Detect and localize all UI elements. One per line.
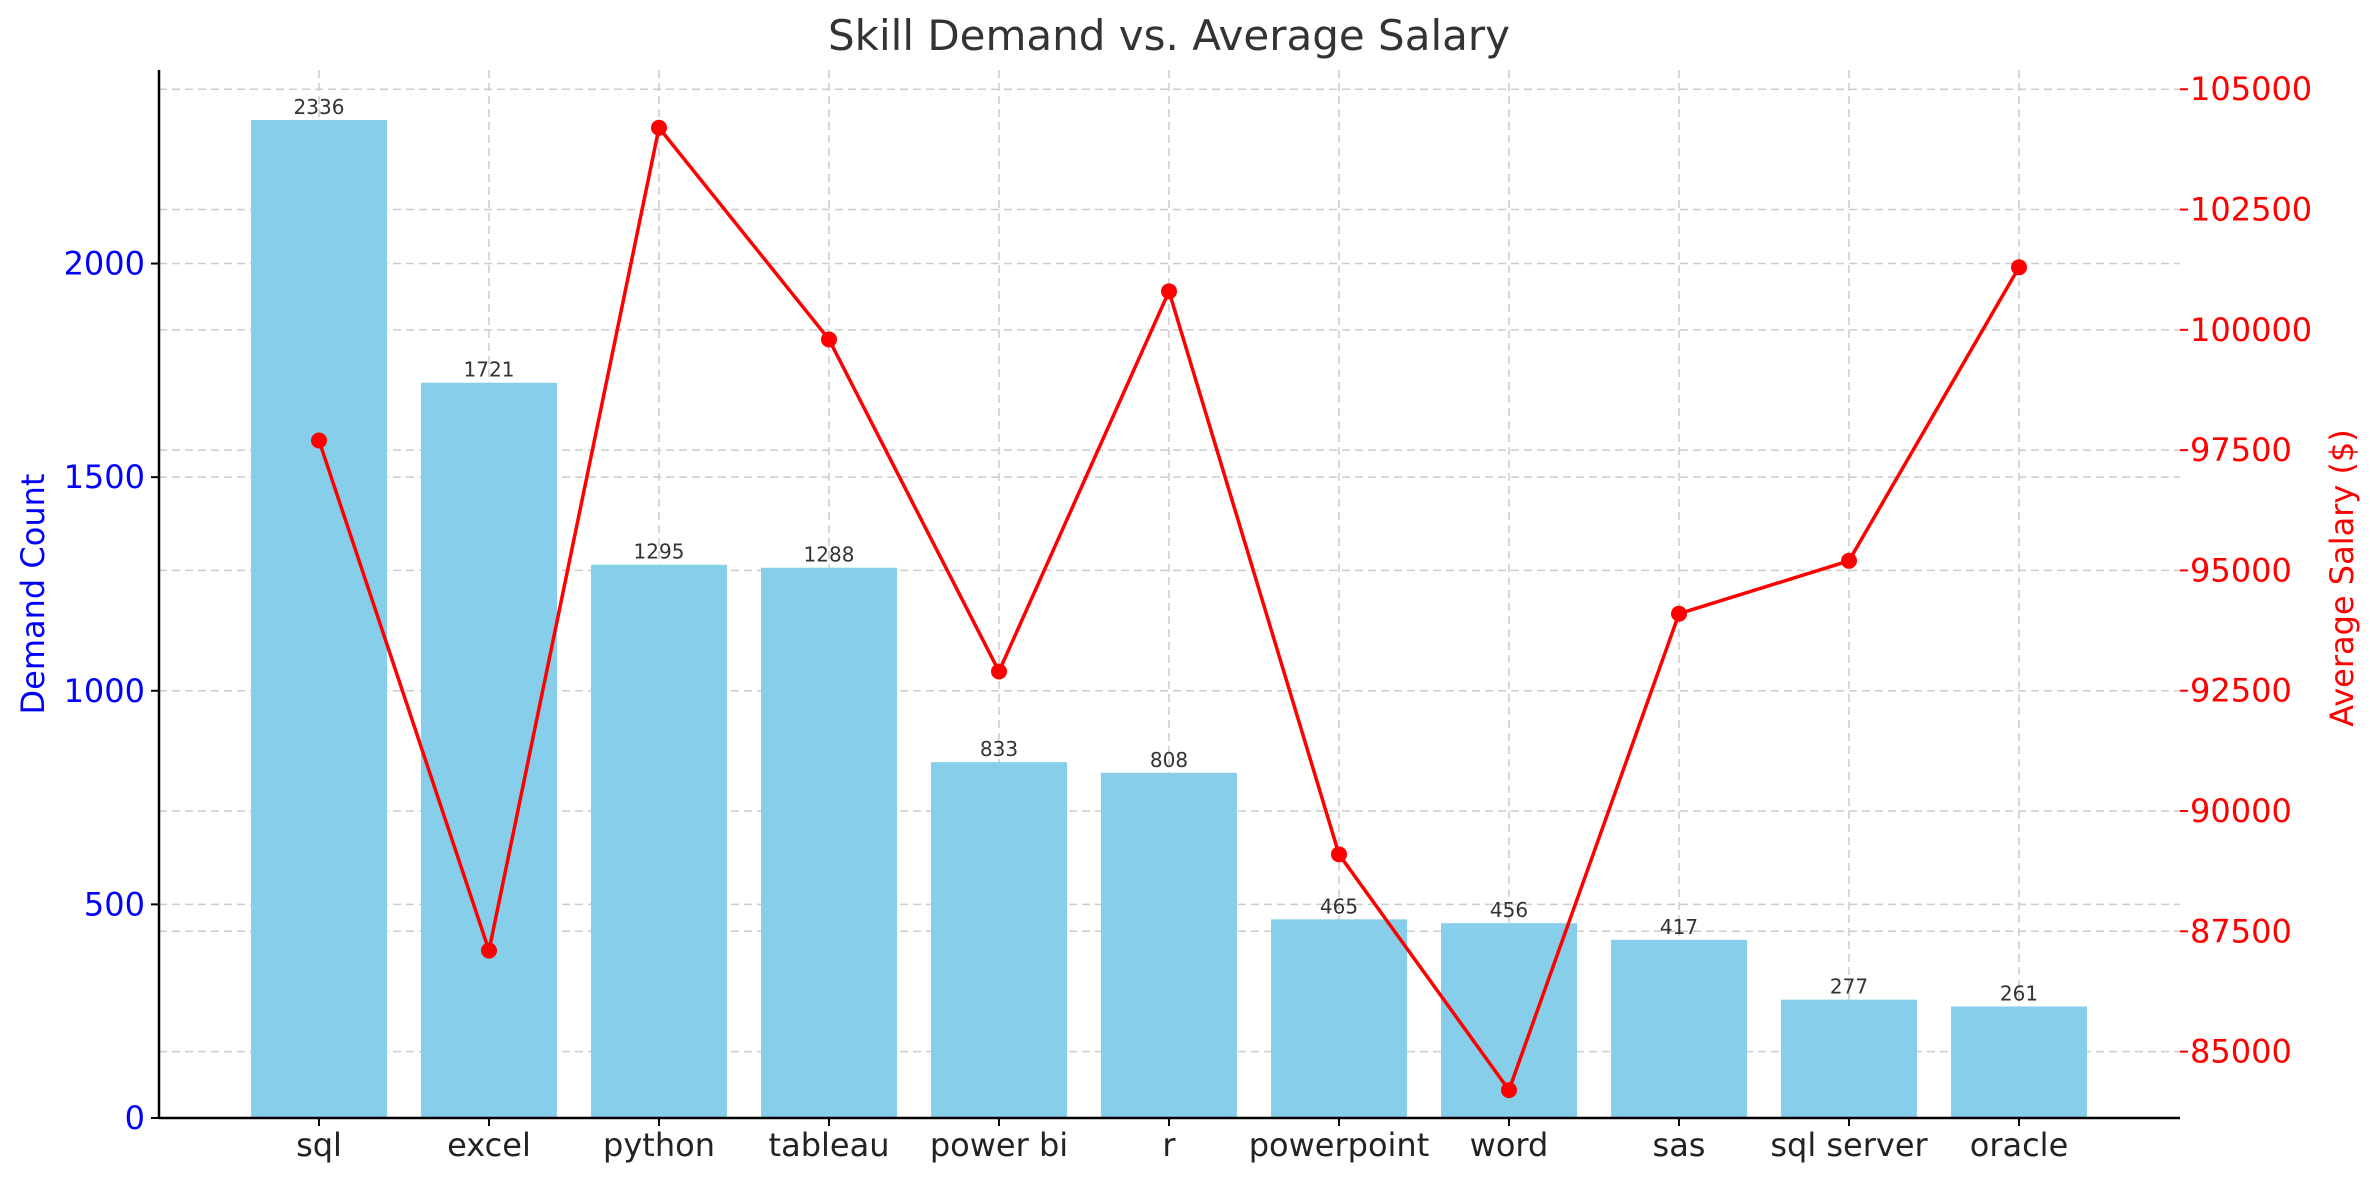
x-tick-label: power bi xyxy=(930,1126,1068,1164)
y-tick-label-left: 1000 xyxy=(64,672,145,710)
salary-point xyxy=(481,942,497,959)
bar-value-label: 261 xyxy=(2000,981,2038,1005)
salary-point xyxy=(651,119,667,136)
x-tick-label: sql xyxy=(296,1126,342,1164)
x-tick-label: sql server xyxy=(1770,1126,1928,1164)
salary-point xyxy=(1671,605,1687,622)
y-tick-label-right: 90000 xyxy=(2190,792,2292,830)
salary-point xyxy=(991,663,1007,680)
bar-value-label: 465 xyxy=(1320,894,1358,918)
labels: Skill Demand vs. Average Salary Demand C… xyxy=(14,11,2361,727)
bar-value-label: 417 xyxy=(1660,915,1698,939)
bar xyxy=(1271,919,1407,1118)
salary-point xyxy=(821,331,837,348)
bar-value-label: 833 xyxy=(980,737,1018,761)
y-tick-label-right: 95000 xyxy=(2190,551,2292,589)
bar xyxy=(251,119,387,1118)
y-tick-label-right: 97500 xyxy=(2190,431,2292,469)
y-tick-label-left: 1500 xyxy=(64,458,145,496)
x-tick-label: word xyxy=(1470,1126,1549,1164)
chart-title: Skill Demand vs. Average Salary xyxy=(828,11,1510,60)
x-tick-label: sas xyxy=(1653,1126,1706,1164)
bar xyxy=(931,762,1067,1118)
ticks: 0 500 1000 1500 2000 85000 87500 90000 92500 9500… xyxy=(64,70,2313,1164)
bar-value-label: 808 xyxy=(1150,748,1188,772)
salary-point xyxy=(1161,283,1177,300)
salary-point xyxy=(1501,1082,1517,1099)
bar-value-label: 2336 xyxy=(294,95,345,119)
bar xyxy=(761,567,897,1118)
bar xyxy=(1951,1006,2087,1118)
y-tick-label-left: 2000 xyxy=(64,245,145,283)
y-tick-label-right: 92500 xyxy=(2190,672,2292,710)
bars: 2336 1721 1295 1288 833 808 465 456 417 277 261 xyxy=(251,95,2087,1119)
y-tick-label-right: 100000 xyxy=(2190,311,2312,349)
bar-value-label: 1288 xyxy=(804,543,855,567)
salary-line xyxy=(311,119,2027,1099)
y-tick-label-right: 85000 xyxy=(2190,1033,2292,1071)
salary-point xyxy=(1841,552,1857,569)
y-tick-label-left: 0 xyxy=(125,1099,145,1137)
bar-value-label: 1295 xyxy=(634,540,685,564)
x-tick-label: r xyxy=(1162,1126,1176,1164)
x-tick-label: oracle xyxy=(1970,1126,2069,1164)
bar xyxy=(1101,772,1237,1118)
y-tick-label-right: 87500 xyxy=(2190,912,2292,950)
salary-point xyxy=(2011,259,2027,276)
bar-value-label: 1721 xyxy=(464,358,515,382)
bar-value-label: 456 xyxy=(1490,898,1528,922)
x-tick-label: excel xyxy=(447,1126,531,1164)
y-tick-label-left: 500 xyxy=(84,885,145,923)
bar xyxy=(421,382,557,1119)
bar xyxy=(1611,939,1747,1118)
y-axis-label-right: Average Salary ($) xyxy=(2323,429,2361,727)
x-tick-label: tableau xyxy=(769,1126,890,1164)
y-tick-label-right: 105000 xyxy=(2190,70,2312,108)
bar xyxy=(591,564,727,1118)
y-tick-label-right: 102500 xyxy=(2190,191,2312,229)
salary-point xyxy=(311,432,327,449)
x-tick-label: python xyxy=(603,1126,715,1164)
bar xyxy=(1781,999,1917,1118)
x-tick-label: powerpoint xyxy=(1249,1126,1430,1164)
bar-value-label: 277 xyxy=(1830,975,1868,999)
y-axis-label-left: Demand Count xyxy=(14,474,52,715)
salary-point xyxy=(1331,846,1347,863)
